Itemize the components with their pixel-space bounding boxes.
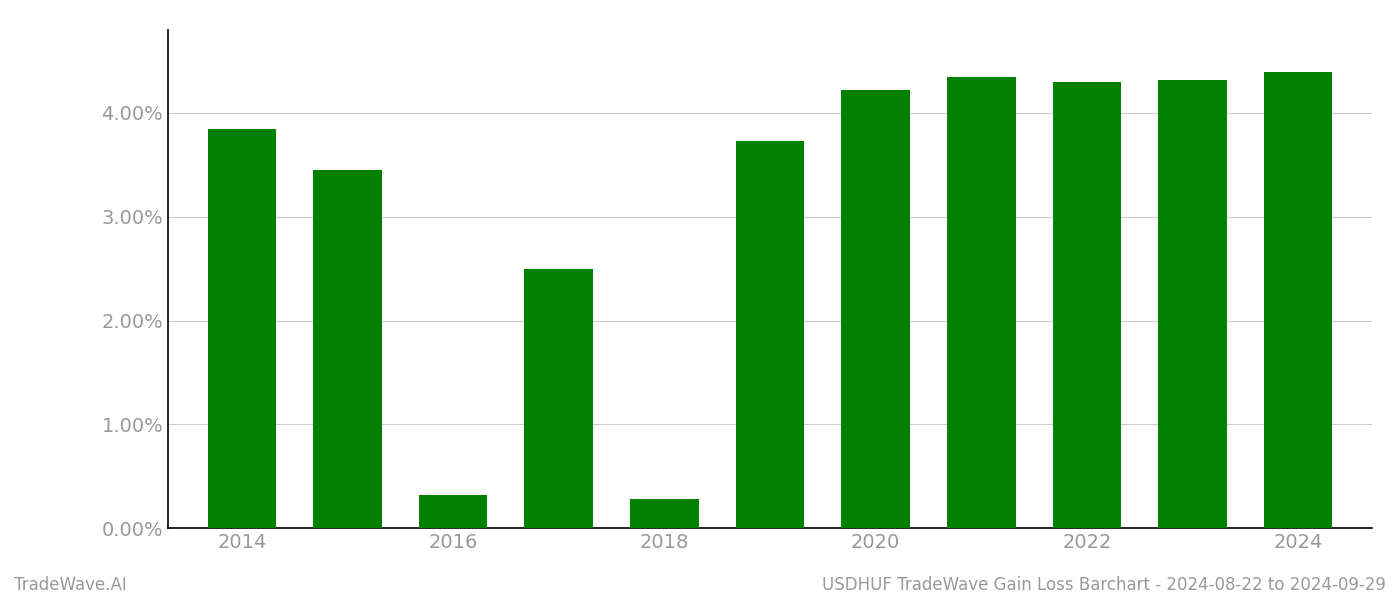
Bar — [525, 269, 594, 528]
Bar — [1264, 71, 1333, 528]
Bar — [314, 170, 382, 528]
Bar — [419, 495, 487, 528]
Bar — [207, 128, 276, 528]
Text: USDHUF TradeWave Gain Loss Barchart - 2024-08-22 to 2024-09-29: USDHUF TradeWave Gain Loss Barchart - 20… — [822, 576, 1386, 594]
Bar — [841, 90, 910, 528]
Bar — [735, 141, 805, 528]
Bar — [630, 499, 699, 528]
Bar — [1053, 82, 1121, 528]
Bar — [946, 77, 1015, 528]
Bar — [1158, 80, 1226, 528]
Text: TradeWave.AI: TradeWave.AI — [14, 576, 127, 594]
